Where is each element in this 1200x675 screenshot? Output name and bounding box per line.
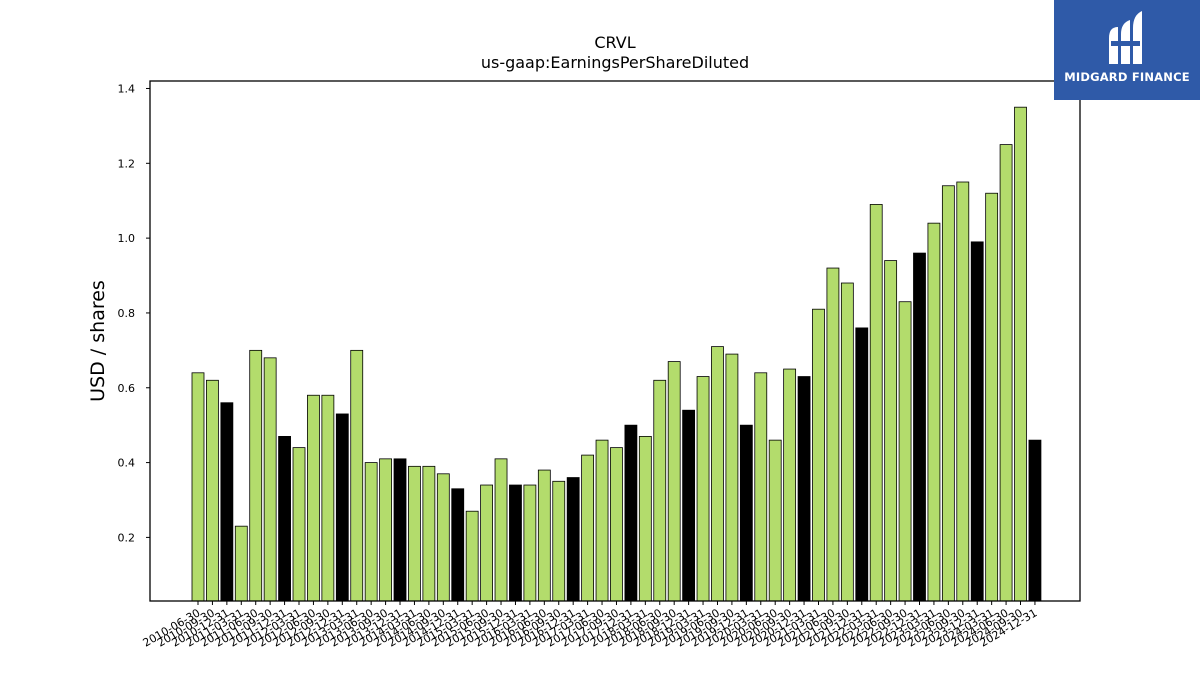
bar-2019-09-30 — [725, 353, 739, 602]
bar-2021-06-30 — [826, 267, 840, 602]
bar-2015-06-30 — [480, 484, 494, 602]
bar-2010-06-30 — [191, 372, 205, 602]
bar-2023-03-31 — [927, 222, 941, 602]
bar-2023-12-31 — [970, 241, 984, 602]
bar-2024-03-31 — [985, 192, 999, 602]
bar-2016-12-31 — [566, 477, 580, 602]
y-axis-label: USD / shares — [87, 280, 109, 402]
bar-2014-09-30 — [436, 473, 450, 602]
y-tick-label: 0.6 — [118, 382, 136, 395]
y-tick-label: 1.4 — [118, 82, 136, 95]
bar-2014-12-31 — [451, 488, 465, 602]
bar-2024-06-30 — [999, 144, 1013, 602]
bar-2023-06-30 — [941, 185, 955, 602]
bar-2017-06-30 — [595, 439, 609, 602]
bar-2012-03-31 — [292, 447, 306, 602]
bar-2018-03-31 — [638, 435, 652, 602]
bar-2015-09-30 — [494, 458, 508, 602]
bar-2018-09-30 — [667, 361, 681, 602]
bar-2022-03-31 — [869, 204, 883, 602]
bar-2018-12-31 — [682, 409, 696, 602]
bar-2022-12-31 — [913, 252, 926, 602]
bar-2024-12-31 — [1028, 439, 1042, 602]
bar-2022-09-30 — [898, 301, 912, 602]
bar-2023-09-30 — [956, 181, 970, 602]
bar-2013-06-30 — [364, 462, 378, 602]
bar-2019-12-31 — [739, 424, 753, 602]
bar-2020-09-30 — [783, 368, 797, 602]
y-tick-label: 0.8 — [118, 307, 136, 320]
bar-2012-09-30 — [321, 394, 335, 602]
bar-2011-12-31 — [278, 435, 291, 602]
bar-2019-03-31 — [696, 376, 710, 602]
bar-2010-09-30 — [206, 379, 219, 602]
y-tick-label: 1.2 — [118, 157, 136, 170]
bars — [191, 106, 1042, 602]
plot-frame — [149, 80, 1081, 602]
bar-2013-09-30 — [379, 458, 392, 602]
bar-2012-12-31 — [335, 413, 349, 602]
bar-2020-03-31 — [754, 372, 768, 602]
bar-2024-09-30 — [1014, 106, 1027, 602]
bar-2021-09-30 — [840, 282, 854, 602]
bar-2020-12-31 — [797, 376, 811, 602]
bar-2017-09-30 — [610, 447, 623, 602]
x-ticks: 2010-06-302010-09-302010-12-312011-03-31… — [141, 601, 1039, 650]
bar-2018-06-30 — [653, 379, 667, 602]
bar-2017-12-31 — [624, 424, 638, 602]
bar-2010-12-31 — [220, 402, 234, 602]
bar-2021-03-31 — [812, 308, 825, 602]
bar-2020-06-30 — [768, 439, 782, 602]
bar-2014-03-31 — [408, 465, 421, 602]
bar-2015-03-31 — [465, 510, 479, 602]
chart-title: CRVL — [594, 33, 635, 52]
bar-2016-06-30 — [537, 469, 551, 602]
bar-2013-12-31 — [393, 458, 407, 602]
bar-2016-03-31 — [523, 484, 537, 602]
y-tick-label: 1.0 — [118, 232, 136, 245]
y-tick-label: 0.4 — [118, 457, 136, 470]
bar-2011-09-30 — [263, 357, 277, 602]
bar-2021-12-31 — [855, 327, 869, 602]
bar-2019-06-30 — [711, 346, 724, 602]
y-tick-label: 0.2 — [118, 531, 136, 544]
bar-2013-03-31 — [350, 349, 364, 602]
brand-logo: MIDGARD FINANCE — [1054, 0, 1200, 100]
logo-text: MIDGARD FINANCE — [1064, 70, 1190, 84]
bar-2015-12-31 — [509, 484, 522, 602]
bar-2016-09-30 — [552, 480, 566, 602]
bar-2017-03-31 — [581, 454, 595, 602]
chart-subtitle: us-gaap:EarningsPerShareDiluted — [481, 53, 749, 72]
bar-2014-06-30 — [422, 465, 436, 602]
bar-2012-06-30 — [307, 394, 320, 602]
bar-2022-06-30 — [884, 260, 898, 602]
midgard-logo-icon — [1109, 11, 1142, 64]
bar-2011-03-31 — [234, 525, 248, 602]
bar-2011-06-30 — [249, 349, 263, 602]
y-ticks: 0.2 0.4 0.6 0.8 1.0 1.2 1.4 — [118, 82, 150, 544]
